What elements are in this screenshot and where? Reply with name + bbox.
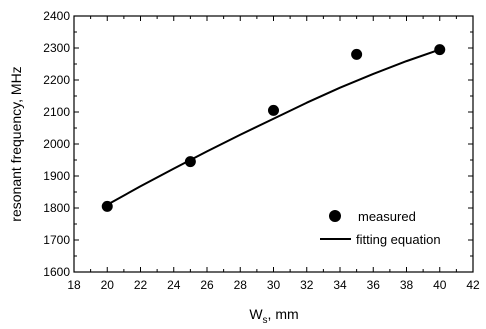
y-tick-label: 1700 [43,233,70,247]
y-axis-label: resonant frequency, MHz [8,66,24,221]
legend-label-fitting: fitting equation [356,232,441,247]
y-tick-label: 1900 [43,169,70,183]
x-tick-label: 42 [466,278,480,292]
y-tick-labels: 1600 1700 1800 1900 2000 2100 2200 2300 2400 [43,9,70,279]
measured-point [184,156,196,168]
fitting-curve [106,48,441,206]
y-tick-label: 1600 [43,265,70,279]
x-tick-label: 24 [167,278,181,292]
measured-point [351,48,363,60]
y-tick-label: 2000 [43,137,70,151]
x-tick-label: 20 [101,278,115,292]
measured-markers [101,44,446,212]
x-tick-label: 22 [134,278,148,292]
x-tick-label: 36 [367,278,381,292]
legend: measured fitting equation [320,209,441,247]
measured-point [101,200,113,212]
x-tick-label: 34 [333,278,347,292]
y-tick-label: 2100 [43,105,70,119]
axis-ticks [73,15,474,273]
legend-marker-symbol [329,210,341,222]
legend-label-measured: measured [358,209,416,224]
fitting-curve-group [106,48,441,206]
y-tick-label: 2300 [43,41,70,55]
x-tick-labels: 18 20 22 24 26 28 30 32 34 36 38 40 42 [67,278,480,292]
y-tick-label: 2200 [43,73,70,87]
measured-point [434,44,446,56]
x-tick-label: 30 [267,278,281,292]
x-axis-label-unit: , mm [268,306,299,322]
x-axis-label-main: W [249,306,263,322]
x-tick-label: 18 [67,278,81,292]
x-tick-label: 32 [300,278,314,292]
y-tick-label: 1800 [43,201,70,215]
x-axis-label-subscript: s [263,315,268,326]
x-axis-label: Ws, mm [249,306,298,326]
x-tick-label: 40 [433,278,447,292]
x-tick-label: 28 [234,278,248,292]
y-tick-label: 2400 [43,9,70,23]
x-tick-label: 38 [400,278,414,292]
measured-point [268,104,279,116]
x-tick-label: 26 [200,278,214,292]
